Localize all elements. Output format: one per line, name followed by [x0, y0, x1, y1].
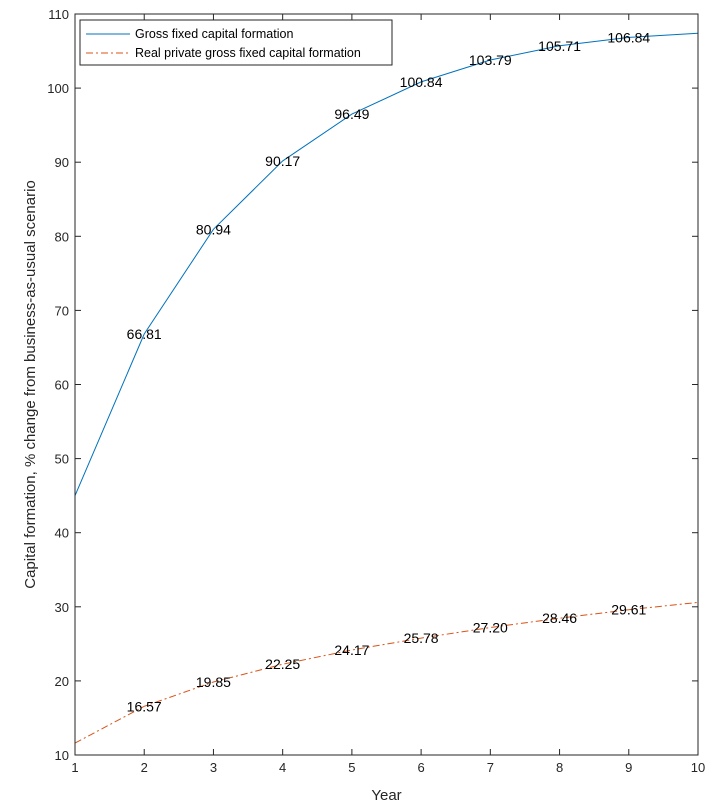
x-tick-label: 6: [417, 760, 424, 775]
data-label: 106.84: [607, 29, 650, 45]
data-label: 103.79: [469, 52, 512, 68]
series-line-0: [74, 32, 699, 496]
y-tick-label: 60: [55, 378, 69, 393]
y-tick-label: 30: [55, 600, 69, 615]
data-label: 19.85: [196, 674, 231, 690]
data-label: 105.71: [538, 38, 581, 54]
y-tick-label: 90: [55, 155, 69, 170]
x-tick-label: 10: [691, 760, 705, 775]
data-label: 90.17: [265, 153, 300, 169]
y-tick-label: 50: [55, 452, 69, 467]
data-label: 25.78: [404, 630, 439, 646]
x-tick-label: 3: [210, 760, 217, 775]
y-tick-label: 110: [48, 7, 69, 22]
x-tick-label: 1: [71, 760, 78, 775]
x-tick-label: 4: [279, 760, 286, 775]
y-tick-label: 80: [55, 229, 69, 244]
data-label: 16.57: [127, 698, 162, 714]
legend: Gross fixed capital formation Real priva…: [79, 19, 393, 66]
y-axis-label: Capital formation, % change from busines…: [22, 180, 39, 589]
series-line-1: [74, 601, 699, 744]
data-label: 80.94: [196, 221, 231, 237]
data-label: 27.20: [473, 620, 508, 636]
x-axis-label: Year: [371, 787, 401, 804]
y-tick-label: 70: [55, 303, 69, 318]
legend-label-real-private: Real private gross fixed capital formati…: [135, 46, 361, 60]
x-tick-label: 5: [348, 760, 355, 775]
data-label: 100.84: [400, 74, 443, 90]
y-tick-label: 100: [47, 81, 69, 96]
data-label: 24.17: [334, 642, 369, 658]
x-tick-label: 7: [487, 760, 494, 775]
x-tick-label: 2: [141, 760, 148, 775]
plot-area: [75, 14, 698, 755]
y-tick-label: 10: [55, 748, 69, 763]
legend-box: [79, 19, 393, 66]
data-label: 66.81: [127, 326, 162, 342]
data-label: 28.46: [542, 610, 577, 626]
x-tick-label: 8: [556, 760, 563, 775]
y-tick-label: 40: [55, 526, 69, 541]
data-label: 96.49: [334, 106, 369, 122]
legend-label-gross: Gross fixed capital formation: [135, 27, 293, 41]
x-tick-label: 9: [625, 760, 632, 775]
data-label: 22.25: [265, 656, 300, 672]
data-label: 29.61: [611, 602, 646, 618]
y-tick-label: 20: [55, 674, 69, 689]
